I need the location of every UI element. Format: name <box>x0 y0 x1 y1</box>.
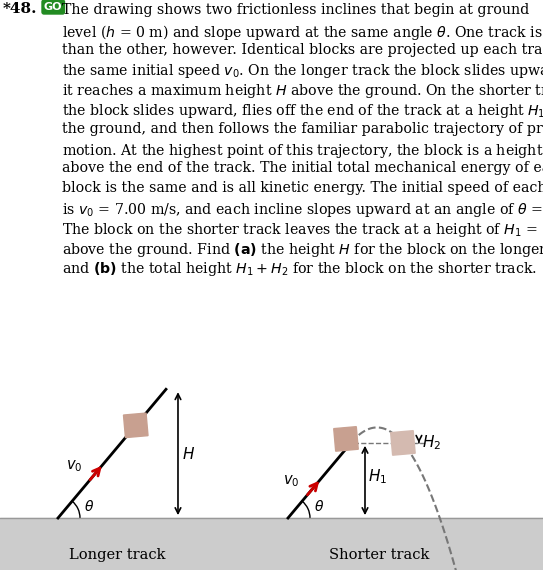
Text: it reaches a maximum height $H$ above the ground. On the shorter track: it reaches a maximum height $H$ above th… <box>62 82 543 100</box>
Text: The block on the shorter track leaves the track at a height of $H_1$ = 1.25 m: The block on the shorter track leaves th… <box>62 221 543 239</box>
Text: and $\mathbf{(b)}$ the total height $H_1 + H_2$ for the block on the shorter tra: and $\mathbf{(b)}$ the total height $H_1… <box>62 260 537 278</box>
Text: is $v_0$ = 7.00 m/s, and each incline slopes upward at an angle of $\theta$ = 50: is $v_0$ = 7.00 m/s, and each incline sl… <box>62 201 543 219</box>
Text: $H_2$: $H_2$ <box>422 434 441 452</box>
Text: the same initial speed $v_0$. On the longer track the block slides upward until: the same initial speed $v_0$. On the lon… <box>62 62 543 80</box>
Text: GO: GO <box>44 2 62 12</box>
Text: level ($h$ = 0 m) and slope upward at the same angle $\theta$. One track is long: level ($h$ = 0 m) and slope upward at th… <box>62 23 543 42</box>
Text: Longer track: Longer track <box>69 548 165 562</box>
Polygon shape <box>334 427 358 451</box>
Text: motion. At the highest point of this trajectory, the block is a height $H_2$: motion. At the highest point of this tra… <box>62 141 543 160</box>
Text: the ground, and then follows the familiar parabolic trajectory of projectile: the ground, and then follows the familia… <box>62 122 543 136</box>
Text: the block slides upward, flies off the end of the track at a height $H_1$ above: the block slides upward, flies off the e… <box>62 102 543 120</box>
Text: $v_0$: $v_0$ <box>283 473 300 489</box>
Polygon shape <box>390 431 415 455</box>
Text: $H$: $H$ <box>182 446 195 462</box>
Bar <box>0 518 543 570</box>
Polygon shape <box>123 413 148 438</box>
Text: The drawing shows two frictionless inclines that begin at ground: The drawing shows two frictionless incli… <box>62 3 529 17</box>
Text: $H_1$: $H_1$ <box>368 467 387 486</box>
Text: $\theta$: $\theta$ <box>84 499 94 514</box>
Text: than the other, however. Identical blocks are projected up each track with: than the other, however. Identical block… <box>62 43 543 56</box>
Text: $\theta$: $\theta$ <box>314 499 324 514</box>
Text: above the end of the track. The initial total mechanical energy of each: above the end of the track. The initial … <box>62 161 543 176</box>
Text: $v_0$: $v_0$ <box>66 458 82 474</box>
Text: block is the same and is all kinetic energy. The initial speed of each block: block is the same and is all kinetic ene… <box>62 181 543 195</box>
Text: *48.: *48. <box>3 2 37 16</box>
Text: Shorter track: Shorter track <box>329 548 430 562</box>
Text: above the ground. Find $\mathbf{(a)}$ the height $H$ for the block on the longer: above the ground. Find $\mathbf{(a)}$ th… <box>62 241 543 259</box>
